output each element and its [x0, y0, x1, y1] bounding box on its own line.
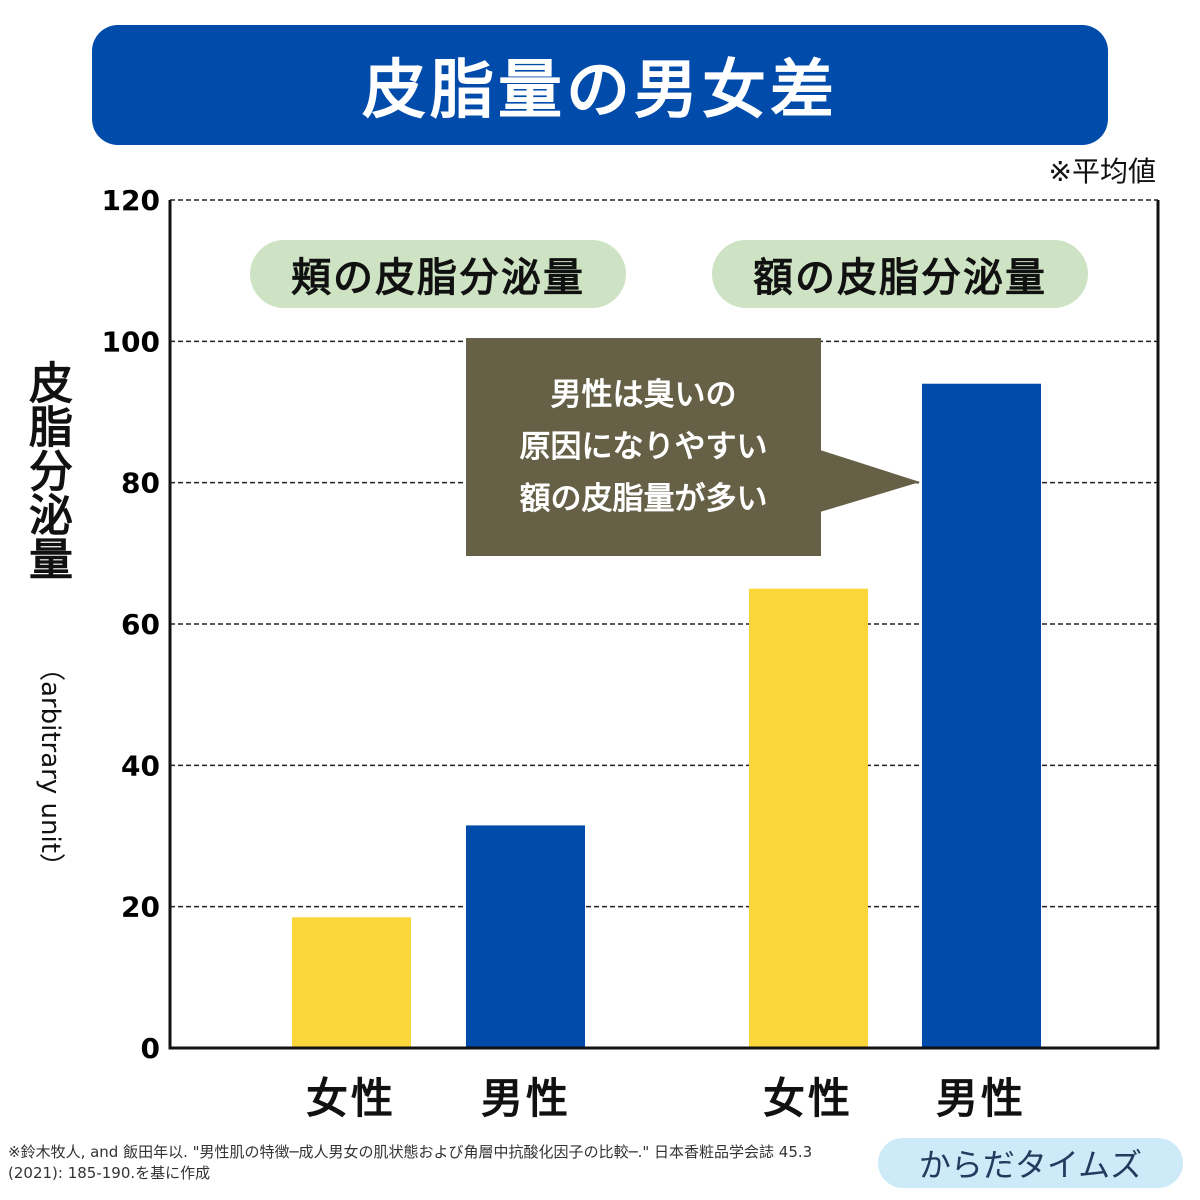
bar-cheek-male	[466, 825, 585, 1048]
y-tick-label: 40	[121, 749, 160, 782]
y-tick-label: 120	[102, 184, 160, 217]
y-tick-label: 0	[141, 1032, 160, 1065]
x-label-forehead-male: 男性	[935, 1074, 1026, 1123]
brand-logo: からだタイムズ	[878, 1138, 1183, 1188]
y-tick-label: 60	[121, 608, 160, 641]
callout-line: 原因になりやすい	[519, 429, 768, 465]
footnote: ※鈴木牧人, and 飯田年以. "男性肌の特徴─成人男女の肌状態および角層中抗…	[8, 1143, 813, 1182]
title-banner: 皮脂量の男女差	[92, 25, 1108, 145]
callout-line: 男性は臭いの	[550, 377, 737, 413]
average-note: ※平均値	[1048, 155, 1156, 188]
group-label-forehead: 額の皮脂分泌量	[712, 240, 1088, 308]
x-label-cheek-female: 女性	[305, 1074, 396, 1123]
y-tick-label: 80	[121, 467, 160, 500]
bar-cheek-female	[292, 917, 411, 1048]
x-label-cheek-male: 男性	[480, 1074, 571, 1123]
y-axis-unit: （arbitrary unit）	[35, 655, 65, 879]
x-label-forehead-female: 女性	[762, 1074, 853, 1123]
callout-pointer	[820, 450, 920, 512]
bar-forehead-male	[922, 383, 1041, 1048]
y-tick-label: 20	[121, 891, 160, 924]
group-label-cheek: 頬の皮脂分泌量	[250, 240, 626, 308]
y-tick-label: 100	[102, 325, 160, 358]
callout-box: 男性は臭いの 原因になりやすい 額の皮脂量が多い	[466, 338, 821, 556]
bar-forehead-female	[749, 588, 868, 1048]
y-axis-label: 皮脂分泌量	[21, 360, 72, 580]
callout-line: 額の皮脂量が多い	[519, 481, 768, 517]
